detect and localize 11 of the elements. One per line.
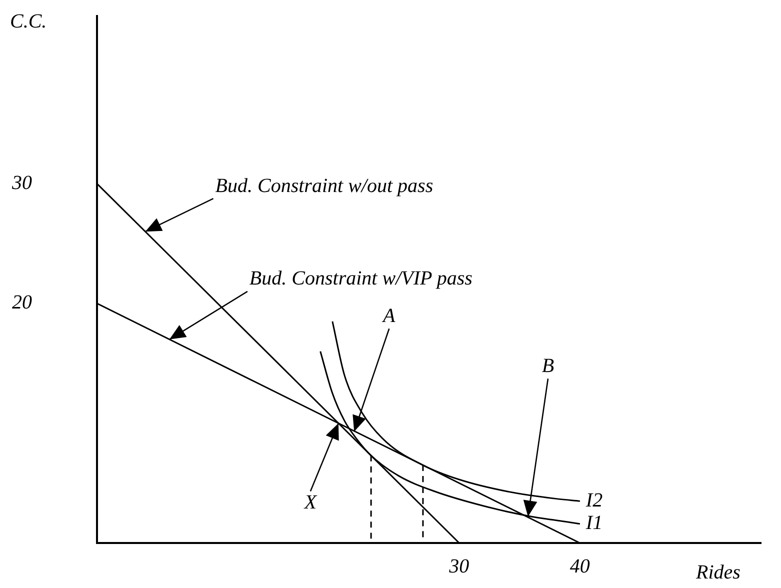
x-tick-label: 40 bbox=[570, 555, 590, 578]
y-tick-label: 20 bbox=[12, 292, 32, 314]
series-label: I1 bbox=[584, 512, 603, 534]
annotation: Bud. Constraint w/out pass bbox=[215, 174, 434, 197]
x-axis-title: Rides bbox=[695, 561, 741, 584]
series-label: I2 bbox=[584, 489, 603, 512]
annotation: Bud. Constraint w/VIP pass bbox=[249, 268, 473, 290]
annotation: B bbox=[542, 354, 554, 377]
annotation: X bbox=[303, 491, 318, 514]
annotation: A bbox=[381, 304, 396, 327]
y-axis-title: C.C. bbox=[10, 10, 47, 32]
